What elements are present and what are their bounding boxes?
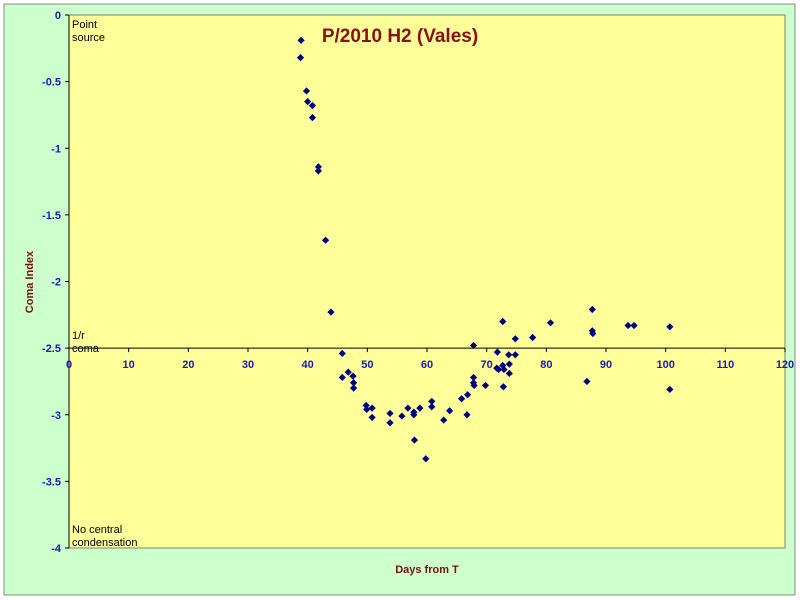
y-tick-label: -2.5 <box>42 343 61 355</box>
data-point <box>404 404 412 412</box>
y-tick-label: 0 <box>55 10 61 22</box>
annotation-1-over-r-coma: 1/r <box>72 330 85 342</box>
data-point <box>469 341 478 350</box>
x-tick-label: 90 <box>600 359 612 371</box>
y-tick-label: -3 <box>51 410 61 422</box>
data-point <box>304 98 312 106</box>
annotation-1-over-r-coma: coma <box>72 343 100 355</box>
data-point <box>416 404 424 412</box>
data-point <box>511 351 519 359</box>
data-point <box>630 321 638 330</box>
data-point <box>386 419 394 427</box>
y-tick-label: -4 <box>51 543 62 555</box>
y-axis-title: Coma Index <box>24 250 36 313</box>
x-tick-label: 50 <box>361 359 373 371</box>
y-tick-label: -3.5 <box>42 476 61 488</box>
data-point <box>583 377 591 386</box>
data-point <box>410 436 419 444</box>
points-layer <box>296 36 674 463</box>
data-point <box>470 381 478 390</box>
data-point <box>666 323 674 331</box>
data-point <box>529 333 537 342</box>
data-point <box>363 405 371 414</box>
x-tick-label: 110 <box>716 359 734 371</box>
x-tick-label: 60 <box>421 359 433 371</box>
data-point <box>350 384 358 392</box>
data-point <box>511 335 519 343</box>
annotation-no-central-condensation: condensation <box>72 537 137 549</box>
data-point <box>493 348 502 356</box>
annotation-no-central-condensation: No central <box>72 524 122 536</box>
data-point <box>302 87 311 95</box>
data-point <box>398 412 406 420</box>
y-tick-label: -2 <box>51 277 61 289</box>
data-point <box>297 36 305 44</box>
x-tick-label: 0 <box>66 359 72 371</box>
data-point <box>505 360 513 368</box>
x-tick-label: 70 <box>481 359 493 371</box>
data-point <box>422 455 430 463</box>
data-point <box>446 407 454 415</box>
x-tick-label: 120 <box>776 359 794 371</box>
data-point <box>505 351 513 359</box>
y-tick-label: -1.5 <box>42 210 61 222</box>
data-point <box>589 329 597 338</box>
data-point <box>308 102 317 110</box>
data-point <box>321 236 330 244</box>
data-point <box>362 401 370 410</box>
data-point <box>349 372 357 380</box>
data-point <box>463 411 471 419</box>
data-point <box>338 349 346 358</box>
data-point <box>344 368 352 376</box>
data-point <box>666 385 674 394</box>
data-point <box>440 416 448 424</box>
x-tick-label: 100 <box>656 359 674 371</box>
data-point <box>481 381 490 390</box>
data-point <box>499 317 507 326</box>
data-point <box>308 114 317 122</box>
chart-title: P/2010 H2 (Vales) <box>322 26 478 47</box>
data-point <box>546 319 555 327</box>
data-point <box>368 404 376 412</box>
data-point <box>428 403 436 411</box>
data-point <box>500 365 508 374</box>
data-point <box>588 305 596 314</box>
x-axis-title: Days from T <box>395 564 459 576</box>
data-point <box>350 379 358 387</box>
x-tick-label: 80 <box>540 359 552 371</box>
x-tick-label: 30 <box>242 359 254 371</box>
data-point <box>495 365 503 374</box>
ticks-layer: 0 -0.5 -1 -1.5 -2 -2.5 -3 -3.5 -4 0 10 20 30 40 50 60 70… <box>42 10 794 555</box>
data-point <box>463 391 472 399</box>
x-tick-label: 10 <box>123 359 135 371</box>
data-point <box>314 163 323 171</box>
annotation-point-source: Point <box>72 19 97 31</box>
data-point <box>368 413 376 422</box>
data-point <box>505 369 513 378</box>
data-point <box>338 373 346 382</box>
data-point <box>469 373 478 382</box>
x-tick-label: 20 <box>182 359 194 371</box>
y-tick-label: -1 <box>51 143 61 155</box>
data-point <box>428 397 436 406</box>
x-tick-label: 40 <box>302 359 314 371</box>
y-tick-label: -0.5 <box>42 77 61 89</box>
data-point <box>458 395 466 403</box>
data-point <box>624 321 632 330</box>
plot-area <box>68 14 786 549</box>
data-point <box>499 383 507 391</box>
data-point <box>410 411 418 419</box>
data-point <box>296 54 305 62</box>
data-point <box>386 409 394 418</box>
data-point <box>327 308 335 316</box>
data-point <box>314 167 323 175</box>
annotation-point-source: source <box>72 32 105 44</box>
